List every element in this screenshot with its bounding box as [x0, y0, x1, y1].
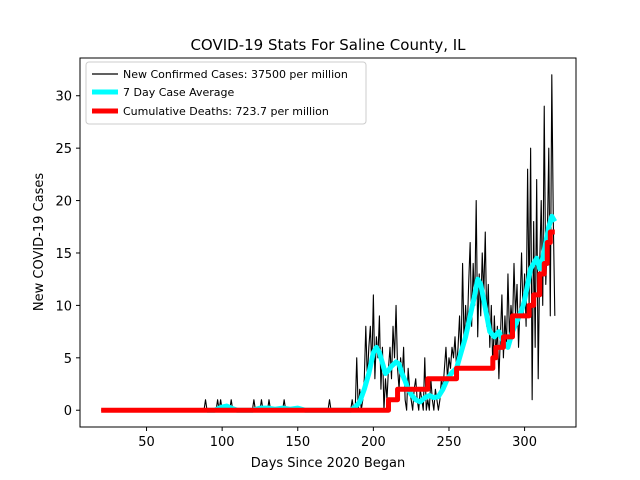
x-tick-label: 50 — [138, 435, 155, 450]
legend-box — [85, 61, 367, 125]
y-tick-label: 20 — [55, 195, 72, 210]
y-tick-label: 30 — [55, 90, 72, 105]
legend-label-7-day-average: 7 Day Case Average — [123, 86, 235, 99]
y-tick-label: 25 — [55, 142, 72, 157]
y-tick-label: 5 — [64, 352, 72, 367]
x-tick-label: 300 — [512, 435, 537, 450]
series-line-cumulative-deaths — [101, 229, 555, 413]
plot-frame — [79, 57, 577, 428]
x-axis-label: Days Since 2020 Began — [251, 456, 406, 471]
y-tick-label: 10 — [55, 299, 72, 314]
legend: New Confirmed Cases: 37500 per million 7… — [85, 61, 367, 125]
y-axis-label: New COVID-19 Cases — [32, 173, 47, 311]
x-tick-label: 200 — [361, 435, 386, 450]
chart-title: COVID-19 Stats For Saline County, IL — [190, 36, 466, 54]
plot-area — [79, 57, 577, 428]
legend-label-new-cases: New Confirmed Cases: 37500 per million — [123, 68, 348, 81]
x-tick-label: 150 — [285, 435, 310, 450]
x-axis: 50 100 150 200 250 300 — [138, 427, 537, 450]
y-tick-label: 15 — [55, 247, 72, 262]
x-tick-label: 100 — [210, 435, 235, 450]
x-tick-label: 250 — [437, 435, 462, 450]
y-tick-label: 0 — [64, 404, 72, 419]
legend-label-cumulative-deaths: Cumulative Deaths: 723.7 per million — [123, 105, 329, 118]
y-axis: 0 5 10 15 20 25 30 — [55, 90, 80, 419]
